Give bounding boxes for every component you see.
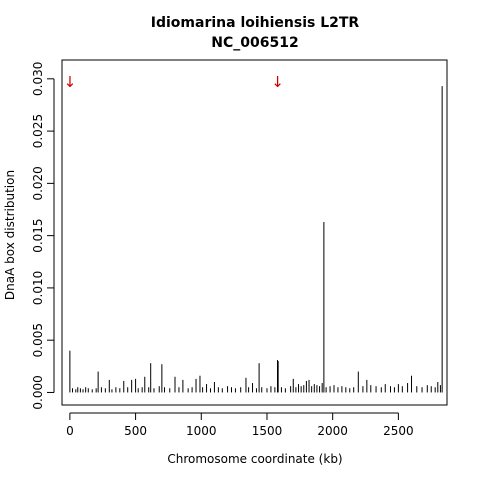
- y-tick-label: 0.015: [31, 218, 45, 252]
- y-tick-label: 0.020: [31, 166, 45, 200]
- x-axis-label: Chromosome coordinate (kb): [167, 452, 342, 466]
- x-tick-label: 1500: [252, 424, 283, 438]
- chart-subtitle: NC_006512: [211, 35, 298, 51]
- y-tick-label: 0.005: [31, 323, 45, 357]
- x-tick-label: 2000: [317, 424, 348, 438]
- y-tick-label: 0.030: [31, 62, 45, 96]
- y-axis: 0.000 0.005 0.010 0.015 0.020 0.025 0.030: [31, 62, 55, 410]
- y-tick-label: 0.025: [31, 114, 45, 148]
- origin-markers: ↓ ↓: [64, 73, 284, 91]
- chart-title: Idiomarina loihiensis L2TR: [151, 15, 360, 31]
- plot-bars: [69, 86, 443, 393]
- x-tick-label: 1000: [186, 424, 217, 438]
- x-tick-label: 500: [124, 424, 147, 438]
- y-tick-label: 0.010: [31, 271, 45, 305]
- x-axis: 0 500 1000 1500 2000 2500: [66, 412, 414, 438]
- origin-arrow-icon: ↓: [271, 73, 284, 91]
- x-tick-label: 2500: [383, 424, 414, 438]
- origin-arrow-icon: ↓: [64, 73, 77, 91]
- y-tick-label: 0.000: [31, 375, 45, 409]
- plot-frame: [61, 59, 448, 406]
- x-tick-label: 0: [66, 424, 74, 438]
- y-axis-label: DnaA box distribution: [3, 170, 17, 300]
